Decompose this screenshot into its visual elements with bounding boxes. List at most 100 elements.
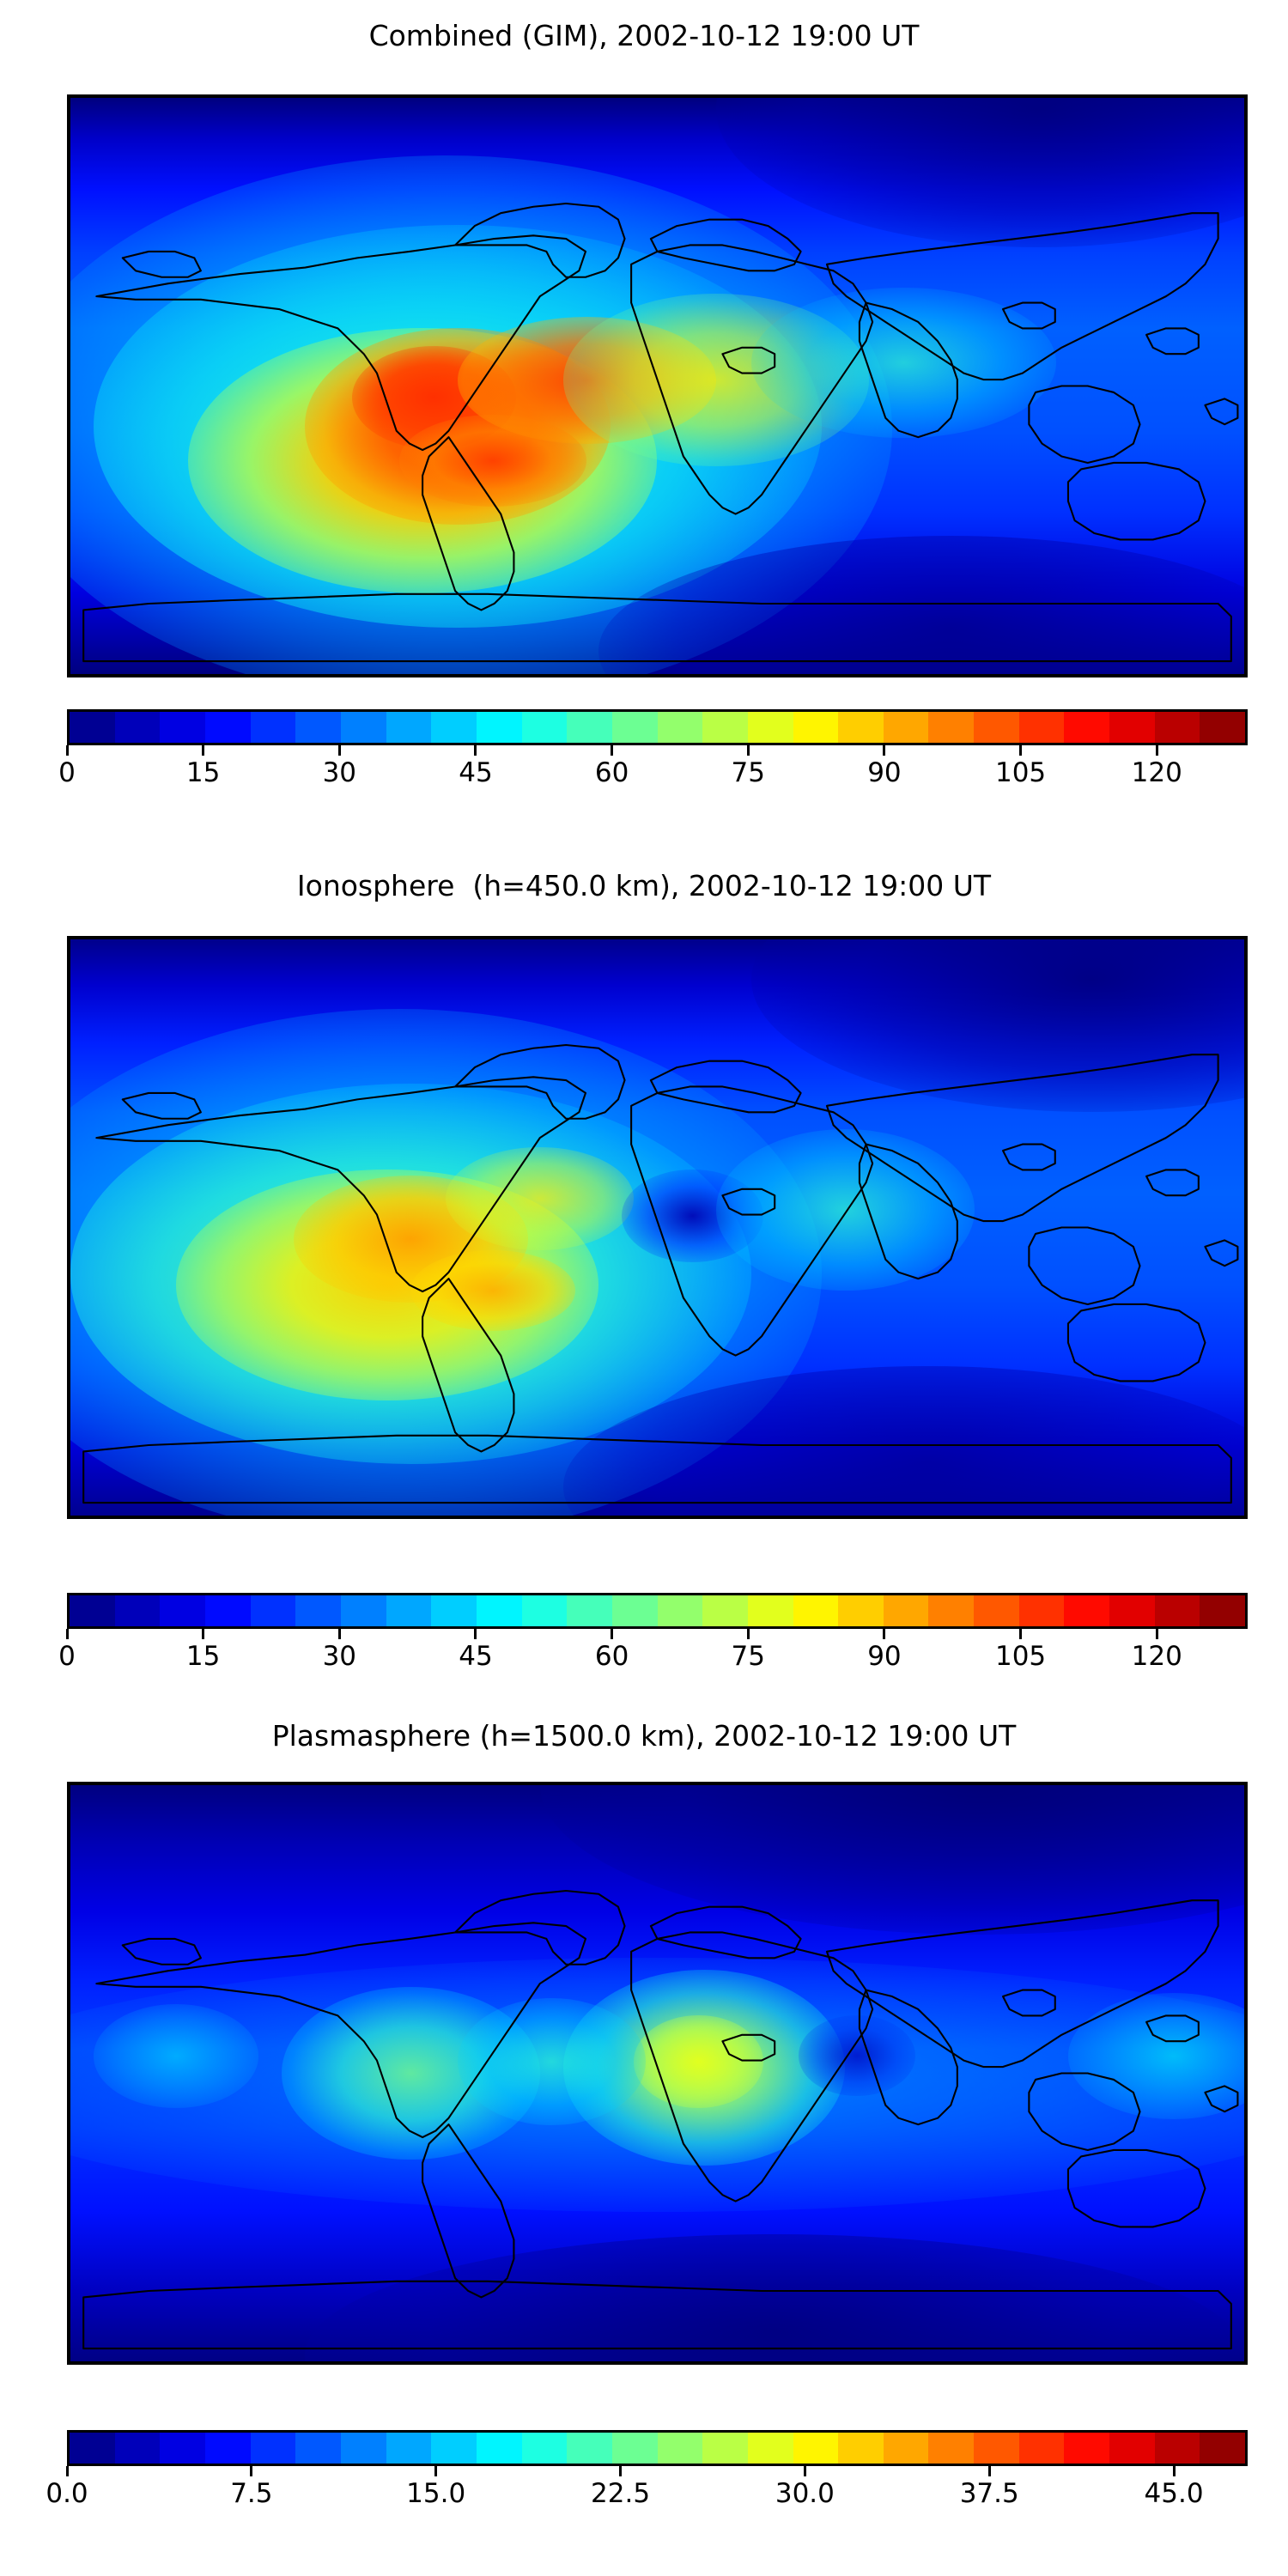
colorbar-tick [883, 1629, 886, 1639]
colorbar-band [250, 2433, 296, 2464]
panel-title-plasmasphere: Plasmasphere (h=1500.0 km), 2002-10-12 1… [271, 1719, 1017, 1753]
colorbar-band [204, 1595, 251, 1626]
colorbar-band [838, 712, 884, 743]
colorbar-band [928, 2433, 975, 2464]
colorbar-band [838, 1595, 884, 1626]
colorbar-band [295, 712, 341, 743]
colorbar-band [295, 2433, 341, 2464]
colorbar-band [1154, 1595, 1200, 1626]
colorbar-tick-label: 105 [994, 1641, 1047, 1672]
blob-indian-ocean-minimum-plasma [798, 2015, 916, 2097]
colorbar-band [70, 712, 115, 743]
colorbar-band [431, 2433, 477, 2464]
panel-title-combined-gim: Combined (GIM), 2002-10-12 19:00 UT [368, 19, 920, 52]
colorbar-band [567, 712, 612, 743]
colorbar-band [160, 2433, 205, 2464]
colorbar-tick [474, 745, 477, 756]
map-plasmasphere [67, 1782, 1248, 2365]
colorbar-ticks-1 [65, 745, 1248, 756]
colorbar-ticks-3 [65, 2466, 1248, 2476]
colorbar-band [204, 712, 251, 743]
colorbar-tick-label: 90 [867, 757, 902, 788]
colorbar-tick [619, 2466, 623, 2476]
colorbar-tick [65, 1629, 69, 1639]
colorbar-band [657, 2433, 703, 2464]
colorbar-band [793, 712, 839, 743]
colorbar-band [1018, 712, 1065, 743]
colorbar-tick [202, 1629, 205, 1639]
colorbar-band [476, 712, 522, 743]
coastline-overlay-combined [70, 98, 1244, 674]
colorbar-band [1200, 2433, 1246, 2464]
colorbar-tick-label: 45 [459, 1641, 493, 1672]
colorbar-tick-label: 60 [594, 757, 629, 788]
colorbar-band [838, 2433, 884, 2464]
colorbar-band [883, 2433, 929, 2464]
colorbar-band [702, 2433, 748, 2464]
coastline-overlay-ionosphere [70, 939, 1244, 1516]
colorbar-tick-label: 15 [185, 1641, 221, 1672]
colorbar-tick-label: 0.0 [46, 2478, 88, 2509]
blob-west-pacific-lobe-plasma [1067, 1992, 1244, 2120]
panel-title-ionosphere: Ionosphere (h=450.0 km), 2002-10-12 19:0… [296, 869, 992, 902]
colorbar-labels-1: 0 15 30 45 60 75 90 105 120 [58, 757, 1248, 795]
colorbar-band [928, 712, 975, 743]
colorbar-band [1154, 712, 1200, 743]
colorbar-band [611, 2433, 658, 2464]
colorbar-band [431, 1595, 477, 1626]
colorbar-band [611, 712, 658, 743]
colorbar-tick-label: 90 [867, 1641, 902, 1672]
colorbar-band [476, 2433, 522, 2464]
colorbar-tick [1155, 745, 1158, 756]
colorbar-tick-label: 60 [594, 1641, 629, 1672]
panel-combined-gim: Combined (GIM), 2002-10-12 19:00 UT [0, 0, 1288, 859]
colorbar-band [1154, 2433, 1200, 2464]
colorbar-band [521, 712, 568, 743]
colorbar-band [250, 1595, 296, 1626]
colorbar-tick [803, 2466, 806, 2476]
map-combined-gim [67, 94, 1248, 677]
colorbar-band [702, 712, 748, 743]
colorbar-band [521, 1595, 568, 1626]
colorbar-band [928, 1595, 975, 1626]
colorbar-band [883, 1595, 929, 1626]
colorbar-tick [1155, 1629, 1158, 1639]
colorbar-band [1018, 1595, 1065, 1626]
colorbar-band [747, 2433, 793, 2464]
colorbar-tick-label: 105 [994, 757, 1047, 788]
colorbar-tick [337, 745, 341, 756]
colorbar-tick [987, 2466, 991, 2476]
tec-field-combined [70, 98, 1244, 674]
colorbar-tick [250, 2466, 253, 2476]
colorbar-band [567, 2433, 612, 2464]
colorbar-band [114, 1595, 161, 1626]
colorbar-tick-label: 45.0 [1144, 2478, 1204, 2509]
colorbar-band [1064, 2433, 1110, 2464]
colorbar-tick [611, 745, 614, 756]
blob-north-atlantic-tongue-iono [446, 1146, 635, 1251]
colorbar-tick [883, 745, 886, 756]
colorbar-band [431, 712, 477, 743]
colorbar-band [114, 2433, 161, 2464]
colorbar-tick-label: 37.5 [959, 2478, 1019, 2509]
colorbar-band [70, 2433, 115, 2464]
colorbar-tick-label: 45 [459, 757, 493, 788]
colorbar-band [114, 712, 161, 743]
coastline-overlay-plasmasphere [70, 1785, 1244, 2361]
colorbar-band [793, 2433, 839, 2464]
colorbar-tick-label: 120 [1131, 757, 1182, 788]
map-ionosphere [67, 936, 1248, 1519]
colorbar-band [386, 1595, 432, 1626]
colorbar-tick-label: 120 [1131, 1641, 1182, 1672]
colorbar-tick-label: 0 [58, 757, 76, 788]
colorbar-band [974, 2433, 1019, 2464]
colorbar-band [974, 712, 1019, 743]
colorbar-band [657, 712, 703, 743]
colorbar-labels-3: 0.0 7.5 15.0 22.5 30.0 37.5 45.0 [46, 2478, 1248, 2516]
panel-plasmasphere: Plasmasphere (h=1500.0 km), 2002-10-12 1… [0, 1700, 1288, 2576]
blob-eia-crest-brazil-south-iono [410, 1250, 575, 1332]
colorbar-band [793, 1595, 839, 1626]
colorbar-band [340, 712, 386, 743]
colorbar-band [1109, 1595, 1155, 1626]
